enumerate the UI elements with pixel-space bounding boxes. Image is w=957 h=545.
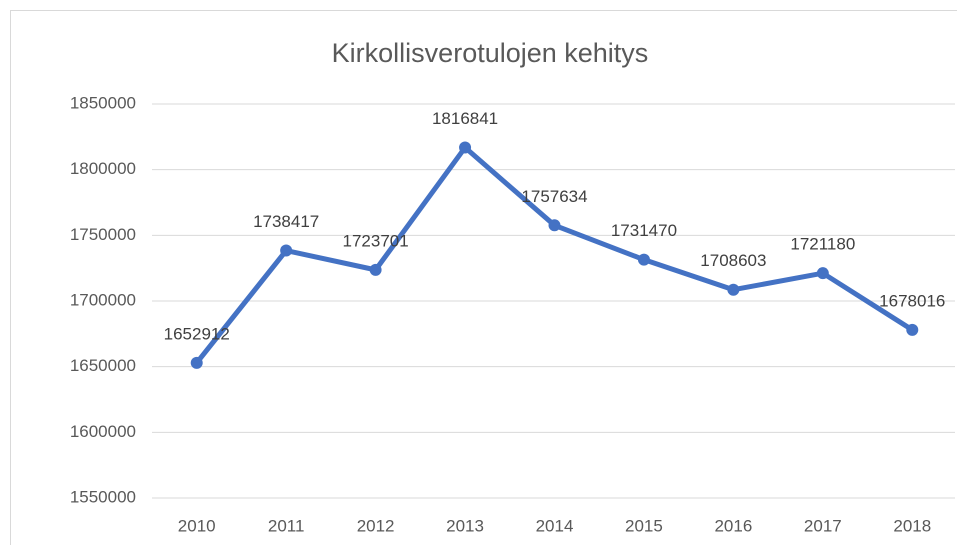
y-tick-label: 1550000 bbox=[70, 487, 136, 506]
y-tick-label: 1650000 bbox=[70, 356, 136, 375]
x-tick-label: 2017 bbox=[804, 516, 842, 535]
y-tick-label: 1600000 bbox=[70, 422, 136, 441]
chart-frame bbox=[10, 10, 957, 545]
y-tick-label: 1750000 bbox=[70, 225, 136, 244]
x-tick-label: 2015 bbox=[625, 516, 663, 535]
x-tick-label: 2018 bbox=[893, 516, 931, 535]
x-tick-label: 2010 bbox=[178, 516, 216, 535]
data-point bbox=[369, 263, 382, 276]
x-tick-label: 2013 bbox=[446, 516, 484, 535]
data-label: 1721180 bbox=[790, 235, 855, 254]
data-label: 1678016 bbox=[879, 291, 945, 310]
data-label: 1652912 bbox=[164, 324, 230, 343]
data-point bbox=[548, 219, 561, 232]
data-label: 1816841 bbox=[432, 109, 498, 128]
data-label: 1708603 bbox=[700, 251, 766, 270]
data-point bbox=[459, 141, 472, 154]
x-tick-label: 2016 bbox=[714, 516, 752, 535]
x-tick-label: 2011 bbox=[268, 516, 305, 535]
y-tick-label: 1700000 bbox=[70, 290, 136, 309]
data-point bbox=[190, 356, 203, 369]
y-tick-label: 1850000 bbox=[70, 93, 136, 112]
data-label: 1723701 bbox=[343, 231, 409, 250]
x-tick-label: 2012 bbox=[357, 516, 395, 535]
chart-title: Kirkollisverotulojen kehitys bbox=[332, 38, 649, 68]
x-tick-label: 2014 bbox=[536, 516, 574, 535]
data-point bbox=[816, 267, 829, 280]
data-point bbox=[727, 283, 740, 296]
data-label: 1738417 bbox=[253, 212, 319, 231]
data-point bbox=[906, 323, 919, 336]
data-label: 1731470 bbox=[611, 221, 677, 240]
data-label: 1757634 bbox=[521, 187, 587, 206]
data-point bbox=[280, 244, 293, 257]
y-tick-label: 1800000 bbox=[70, 159, 136, 178]
data-point bbox=[637, 253, 650, 266]
